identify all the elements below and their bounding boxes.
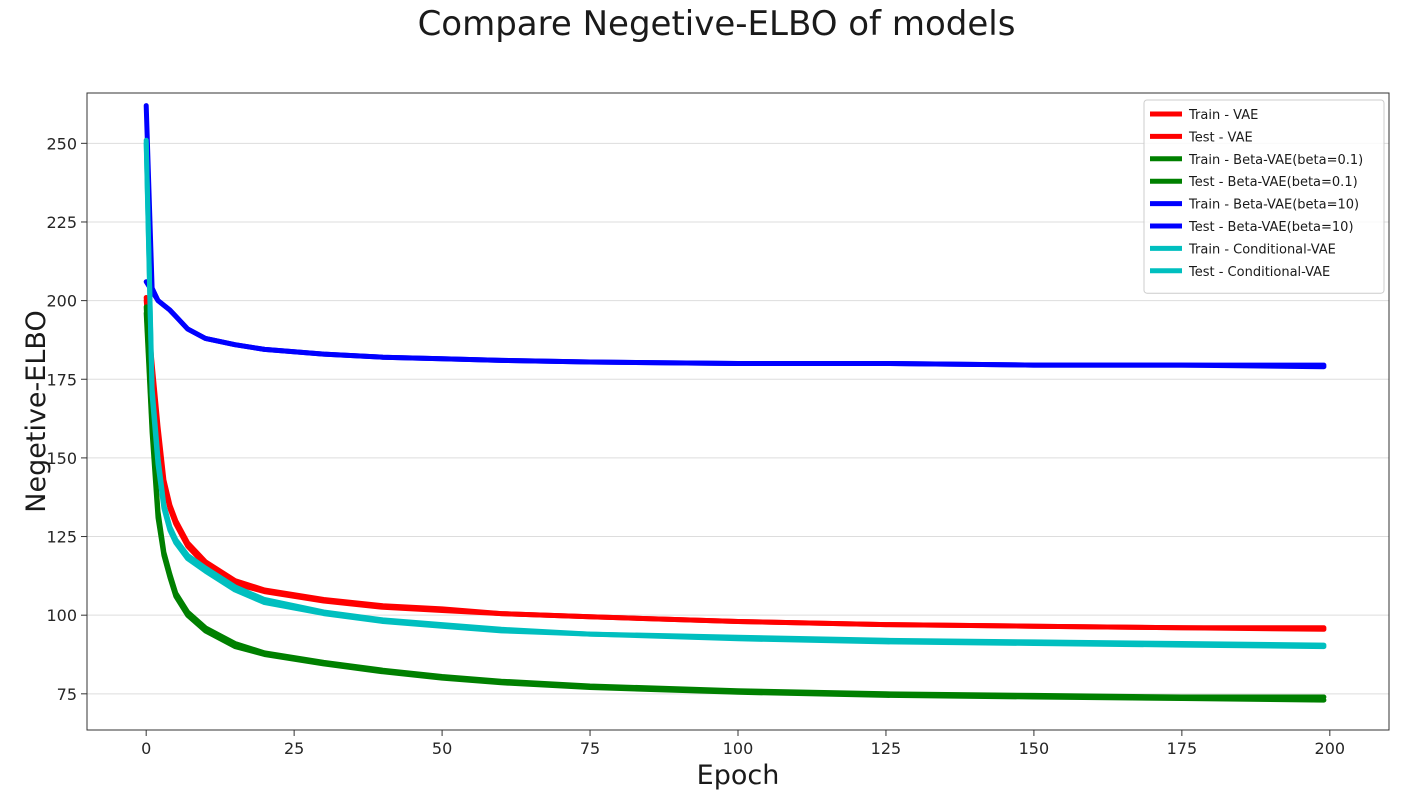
x-tick-label: 75	[580, 739, 600, 758]
y-tick-label: 150	[46, 449, 77, 468]
y-tick-label: 100	[46, 606, 77, 625]
x-tick-label: 25	[284, 739, 304, 758]
legend-box	[1143, 99, 1385, 294]
legend-label: Test - Beta-VAE(beta=0.1)	[1188, 175, 1358, 190]
axis-ticks: 75 100 125 150 175 200 225 250 0 25 50 75 100 125 150 1…	[46, 134, 1345, 758]
series-line	[143, 298, 1327, 632]
series-line	[143, 279, 1327, 370]
legend-label: Train - Beta-VAE(beta=0.1)	[1188, 153, 1363, 168]
x-tick-label: 100	[723, 739, 754, 758]
x-tick-label: 125	[871, 739, 902, 758]
y-tick-label: 175	[46, 370, 77, 389]
y-tick-label: 75	[57, 685, 77, 704]
x-tick-label: 50	[432, 739, 452, 758]
y-axis-title: Negetive-ELBO	[21, 310, 52, 512]
legend: Train - VAE Test - VAE Train - Beta-VAE(be…	[1143, 99, 1385, 294]
legend-label: Test - Conditional-VAE	[1188, 265, 1330, 280]
chart-title: Compare Negetive-ELBO of models	[417, 4, 1016, 44]
legend-label: Train - VAE	[1188, 108, 1258, 123]
y-tick-label: 200	[46, 292, 77, 311]
y-tick-label: 225	[46, 213, 77, 232]
series-line	[143, 295, 1327, 631]
y-tick-label: 250	[46, 134, 77, 153]
series-line	[143, 310, 1327, 703]
x-tick-label: 175	[1167, 739, 1198, 758]
x-axis-title: Epoch	[697, 760, 780, 791]
x-tick-label: 150	[1019, 739, 1050, 758]
x-tick-label: 0	[141, 739, 151, 758]
y-tick-label: 125	[46, 528, 77, 547]
x-tick-label: 200	[1315, 739, 1346, 758]
series-line	[143, 140, 1327, 650]
legend-label: Test - Beta-VAE(beta=10)	[1188, 220, 1354, 235]
series-lines	[143, 103, 1327, 703]
legend-label: Test - VAE	[1188, 130, 1253, 145]
legend-label: Train - Conditional-VAE	[1188, 242, 1336, 257]
legend-label: Train - Beta-VAE(beta=10)	[1188, 198, 1359, 213]
